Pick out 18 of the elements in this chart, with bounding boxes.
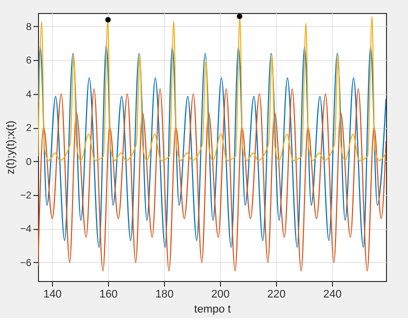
x-tick-label: 240	[323, 288, 342, 300]
line-series	[38, 44, 386, 248]
y-tick-label: 8	[26, 22, 32, 33]
y-tick-label: 2	[26, 123, 32, 134]
y-tick-label: 0	[26, 156, 32, 168]
x-tick-label: 180	[155, 288, 174, 300]
y-tick-label: −2	[20, 190, 32, 202]
x-tick-label: 200	[211, 288, 230, 300]
y-tick-label: −6	[20, 258, 32, 269]
x-axis-title: tempo t	[194, 304, 231, 316]
y-tick-label: −4	[20, 224, 32, 236]
y-tick-label: 6	[26, 56, 32, 67]
line-series	[38, 88, 386, 272]
x-tick-label: 140	[43, 288, 62, 300]
x-tick-label: 160	[99, 288, 118, 300]
y-tick-label: 4	[26, 89, 32, 100]
y-axis-title: z(t);y(t);x(t)	[5, 120, 18, 174]
x-tick-label: 220	[267, 288, 286, 300]
